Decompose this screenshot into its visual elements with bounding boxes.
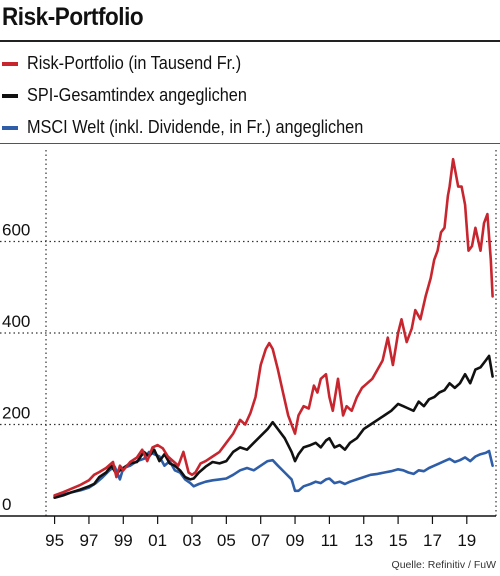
legend-swatch-risk-portfolio <box>2 62 18 66</box>
x-tick-label: 09 <box>286 531 305 550</box>
x-tick-label: 15 <box>389 531 408 550</box>
x-tick-label: 97 <box>79 531 98 550</box>
x-tick-label: 13 <box>354 531 373 550</box>
legend-divider <box>0 143 500 144</box>
legend-swatch-msci <box>2 126 18 130</box>
x-tick-label: 07 <box>251 531 270 550</box>
x-tick-label: 95 <box>45 531 64 550</box>
x-tick-label: 17 <box>423 531 442 550</box>
series-line-msci <box>53 449 494 499</box>
x-tick-label: 01 <box>148 531 167 550</box>
chart-title: Risk-Portfolio <box>2 3 144 31</box>
source-note: Quelle: Refinitiv / FuW <box>391 559 496 571</box>
y-tick-label: 400 <box>2 312 30 331</box>
x-tick-label: 99 <box>114 531 133 550</box>
legend-label-risk-portfolio: Risk-Portfolio (in Tausend Fr.) <box>27 52 242 73</box>
series-line-spi <box>53 354 494 500</box>
y-tick-label: 600 <box>2 221 30 240</box>
series-line-risk-portfolio <box>53 157 494 497</box>
x-tick-label: 11 <box>321 531 339 550</box>
y-tick-label: 200 <box>2 404 30 423</box>
legend-swatch-spi <box>2 94 18 98</box>
x-tick-label: 05 <box>217 531 236 550</box>
title-divider <box>0 40 500 42</box>
x-tick-label: 19 <box>457 531 476 550</box>
x-tick-label: 03 <box>183 531 202 550</box>
legend-label-spi: SPI-Gesamtindex angeglichen <box>27 84 247 105</box>
y-tick-label: 0 <box>2 495 11 514</box>
legend-label-msci: MSCI Welt (inkl. Dividende, in Fr.) ange… <box>27 116 364 137</box>
